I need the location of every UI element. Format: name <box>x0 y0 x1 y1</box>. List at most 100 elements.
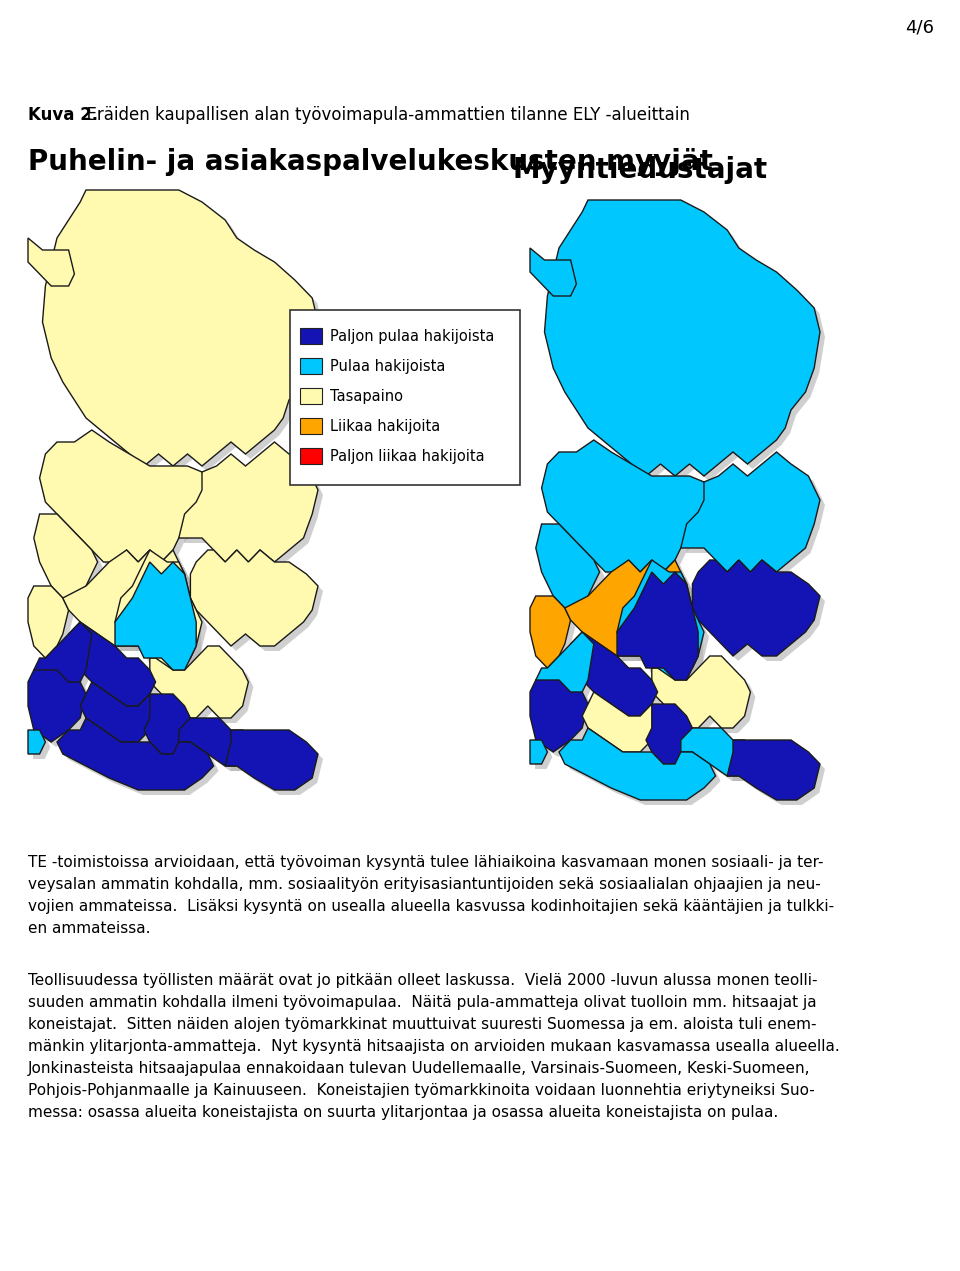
Polygon shape <box>697 566 825 661</box>
Polygon shape <box>150 646 249 718</box>
Polygon shape <box>536 632 594 704</box>
Polygon shape <box>47 194 323 472</box>
Text: Puhelin- ja asiakaspalvelukeskusten myyjät: Puhelin- ja asiakaspalvelukeskusten myyj… <box>28 147 713 175</box>
Text: Tasapaino: Tasapaino <box>330 389 403 403</box>
Bar <box>300 447 322 464</box>
Text: messa: osassa alueita koneistajista on suurta ylitarjontaa ja osassa alueita kon: messa: osassa alueita koneistajista on s… <box>28 1104 779 1120</box>
Text: Teollisuudessa työllisten määrät ovat jo pitkään olleet laskussa.  Vielä 2000 -l: Teollisuudessa työllisten määrät ovat jo… <box>28 974 818 988</box>
Text: suuden ammatin kohdalla ilmeni työvoimapulaa.  Näitä pula-ammatteja olivat tuoll: suuden ammatin kohdalla ilmeni työvoimap… <box>28 995 817 1010</box>
Bar <box>300 328 322 344</box>
Polygon shape <box>535 685 593 758</box>
Polygon shape <box>62 723 219 794</box>
Bar <box>300 418 322 433</box>
Polygon shape <box>120 555 207 675</box>
Polygon shape <box>149 699 196 759</box>
Polygon shape <box>38 519 103 602</box>
Text: Pohjois-Pohjanmaalle ja Kainuuseen.  Koneistajien työmarkkinoita voidaan luonneh: Pohjois-Pohjanmaalle ja Kainuuseen. Kone… <box>28 1083 815 1098</box>
Text: veysalan ammatin kohdalla, mm. sosiaalityön erityisasiantuntijoiden sekä sosiaal: veysalan ammatin kohdalla, mm. sosiaalit… <box>28 877 821 892</box>
Polygon shape <box>544 200 820 477</box>
Polygon shape <box>183 447 323 567</box>
Polygon shape <box>546 445 715 577</box>
Text: Paljon liikaa hakijoita: Paljon liikaa hakijoita <box>330 449 485 464</box>
Text: Liikaa hakijoita: Liikaa hakijoita <box>330 418 441 433</box>
Polygon shape <box>559 728 715 799</box>
Polygon shape <box>33 591 74 663</box>
Polygon shape <box>540 637 599 709</box>
Polygon shape <box>541 440 709 572</box>
Polygon shape <box>57 718 213 791</box>
Polygon shape <box>120 567 202 675</box>
Polygon shape <box>33 243 80 291</box>
Polygon shape <box>226 730 318 791</box>
Polygon shape <box>144 694 190 754</box>
Polygon shape <box>38 627 97 699</box>
Polygon shape <box>28 586 68 658</box>
Text: mänkin ylitarjonta-ammatteja.  Nyt kysyntä hitsaajista on arvioiden mukaan kasva: mänkin ylitarjonta-ammatteja. Nyt kysynt… <box>28 1038 840 1054</box>
Text: 4/6: 4/6 <box>905 19 934 37</box>
Polygon shape <box>657 661 756 733</box>
Polygon shape <box>732 745 825 805</box>
Polygon shape <box>535 745 552 769</box>
Polygon shape <box>681 452 820 572</box>
Polygon shape <box>651 709 697 769</box>
Polygon shape <box>530 740 547 764</box>
Bar <box>300 388 322 404</box>
Polygon shape <box>646 704 692 764</box>
Polygon shape <box>39 430 207 562</box>
Polygon shape <box>622 577 703 685</box>
Text: Jonkinasteista hitsaajapulaa ennakoidaan tulevan Uudellemaalle, Varsinais-Suomee: Jonkinasteista hitsaajapulaa ennakoidaan… <box>28 1061 810 1077</box>
Polygon shape <box>28 730 45 754</box>
Polygon shape <box>530 680 588 752</box>
Polygon shape <box>570 632 658 716</box>
Bar <box>300 358 322 374</box>
Text: Paljon pulaa hakijoista: Paljon pulaa hakijoista <box>330 328 494 343</box>
Polygon shape <box>588 697 662 758</box>
Polygon shape <box>617 572 698 680</box>
Polygon shape <box>617 561 704 680</box>
Polygon shape <box>685 458 825 577</box>
Polygon shape <box>33 735 50 759</box>
Text: koneistajat.  Sitten näiden alojen työmarkkinat muuttuivat suuresti Suomessa ja : koneistajat. Sitten näiden alojen työmar… <box>28 1017 817 1032</box>
Polygon shape <box>34 622 92 694</box>
Polygon shape <box>115 550 202 670</box>
Polygon shape <box>190 550 318 646</box>
Text: Eräiden kaupallisen alan työvoimapula-ammattien tilanne ELY -alueittain: Eräiden kaupallisen alan työvoimapula-am… <box>76 105 690 125</box>
Text: en ammateissa.: en ammateissa. <box>28 921 151 935</box>
Polygon shape <box>530 596 570 669</box>
Polygon shape <box>196 555 323 651</box>
Polygon shape <box>44 435 213 567</box>
Text: vojien ammateissa.  Lisäksi kysyntä on usealla alueella kasvussa kodinhoitajien : vojien ammateissa. Lisäksi kysyntä on us… <box>28 899 834 914</box>
Polygon shape <box>582 691 658 752</box>
Polygon shape <box>68 555 190 651</box>
Polygon shape <box>564 561 686 656</box>
Polygon shape <box>535 253 582 301</box>
Polygon shape <box>155 651 253 723</box>
Polygon shape <box>68 622 156 705</box>
Polygon shape <box>536 524 600 608</box>
Polygon shape <box>28 238 75 286</box>
Polygon shape <box>179 718 249 766</box>
Polygon shape <box>728 740 820 799</box>
Polygon shape <box>33 675 91 747</box>
Polygon shape <box>564 733 721 805</box>
Polygon shape <box>230 735 323 794</box>
Polygon shape <box>81 683 156 742</box>
Text: Pulaa hakijoista: Pulaa hakijoista <box>330 358 445 374</box>
Polygon shape <box>570 566 691 661</box>
Polygon shape <box>34 513 98 597</box>
Text: TE -toimistoissa arvioidaan, että työvoiman kysyntä tulee lähiaikoina kasvamaan : TE -toimistoissa arvioidaan, että työvoi… <box>28 855 824 871</box>
Polygon shape <box>549 205 825 480</box>
Polygon shape <box>652 656 751 728</box>
Polygon shape <box>183 723 253 771</box>
Polygon shape <box>681 728 751 777</box>
Polygon shape <box>576 637 662 721</box>
Polygon shape <box>535 601 576 674</box>
Polygon shape <box>179 442 318 562</box>
Polygon shape <box>28 670 86 742</box>
Polygon shape <box>85 688 160 747</box>
Bar <box>290 310 520 486</box>
Polygon shape <box>692 561 820 656</box>
Text: Myyntiedustajat: Myyntiedustajat <box>513 156 768 184</box>
Polygon shape <box>540 529 605 613</box>
Text: Kuva 2.: Kuva 2. <box>28 105 98 125</box>
